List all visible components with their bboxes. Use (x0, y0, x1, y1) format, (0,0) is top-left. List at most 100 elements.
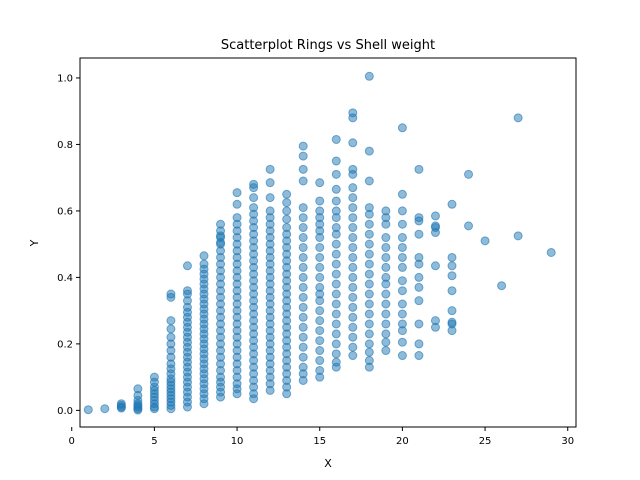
data-point (348, 223, 358, 233)
data-point (315, 365, 325, 375)
data-point (331, 239, 341, 249)
x-axis-ticks: 0 5 10 15 20 25 30 (69, 427, 574, 447)
data-point (331, 249, 341, 259)
data-point (199, 259, 209, 269)
data-point (331, 196, 341, 206)
data-point (315, 336, 325, 346)
x-tick-label: 10 (231, 436, 244, 447)
data-point (414, 229, 424, 239)
data-point (397, 242, 407, 252)
data-point (298, 292, 308, 302)
data-point (447, 271, 457, 281)
data-point (282, 189, 292, 199)
data-point (298, 203, 308, 213)
data-point (315, 356, 325, 366)
data-point (447, 261, 457, 271)
data-point (348, 108, 358, 118)
data-point (249, 193, 259, 203)
data-point (331, 339, 341, 349)
data-point (298, 151, 308, 161)
data-point (430, 221, 440, 231)
x-tick-label: 0 (69, 436, 75, 447)
data-point (381, 272, 391, 282)
x-tick-label: 20 (396, 436, 409, 447)
data-point (315, 196, 325, 206)
data-point (331, 289, 341, 299)
data-point (397, 123, 407, 133)
data-point (232, 188, 242, 198)
data-point (232, 199, 242, 209)
y-axis-label: Y (28, 239, 41, 247)
data-point (348, 242, 358, 252)
data-point (348, 302, 358, 312)
data-point (100, 404, 110, 414)
data-point (447, 306, 457, 316)
plot-frame (79, 57, 577, 428)
data-point (364, 146, 374, 156)
data-point (397, 252, 407, 262)
data-point (414, 339, 424, 349)
data-point (298, 342, 308, 352)
data-point (166, 289, 176, 299)
data-point (414, 164, 424, 174)
data-point (364, 347, 374, 357)
data-point (364, 279, 374, 289)
data-point (397, 286, 407, 296)
data-point (182, 261, 192, 271)
data-point (381, 262, 391, 272)
data-point (149, 372, 159, 382)
data-point (199, 251, 209, 261)
data-points (83, 71, 556, 415)
data-point (364, 229, 374, 239)
data-point (364, 356, 374, 366)
data-point (331, 134, 341, 144)
data-point (364, 299, 374, 309)
data-point (348, 272, 358, 282)
data-point (430, 261, 440, 271)
data-point (298, 252, 308, 262)
data-point (166, 316, 176, 326)
data-point (397, 189, 407, 199)
data-point (166, 332, 176, 342)
data-point (348, 252, 358, 262)
data-point (348, 351, 358, 361)
data-point (381, 233, 391, 243)
data-point (497, 281, 507, 291)
data-point (282, 206, 292, 216)
data-point (381, 319, 391, 329)
data-point (298, 223, 308, 233)
data-point (397, 351, 407, 361)
data-point (315, 272, 325, 282)
data-point (397, 206, 407, 216)
data-point (298, 272, 308, 282)
data-point (282, 214, 292, 224)
data-point (348, 312, 358, 322)
data-point (331, 206, 341, 216)
data-point (397, 337, 407, 347)
data-point (315, 262, 325, 272)
data-point (513, 231, 523, 241)
x-tick-label: 15 (313, 436, 326, 447)
data-point (298, 176, 308, 186)
x-tick-label: 30 (561, 436, 574, 447)
data-point (397, 299, 407, 309)
data-point (331, 156, 341, 166)
data-point (414, 272, 424, 282)
y-tick-label: 0.6 (57, 206, 73, 217)
data-point (430, 316, 440, 326)
y-tick-label: 0.4 (57, 273, 73, 284)
data-point (331, 329, 341, 339)
x-tick-label: 25 (479, 436, 492, 447)
y-axis-ticks: 0.0 0.2 0.4 0.6 0.8 1.0 (57, 73, 80, 417)
data-point (348, 213, 358, 223)
data-point (298, 332, 308, 342)
data-point (397, 219, 407, 229)
y-tick-label: 0.0 (57, 406, 73, 417)
data-point (364, 309, 374, 319)
data-point (364, 319, 374, 329)
data-point (315, 326, 325, 336)
data-point (331, 279, 341, 289)
data-point (414, 252, 424, 262)
data-point (298, 213, 308, 223)
